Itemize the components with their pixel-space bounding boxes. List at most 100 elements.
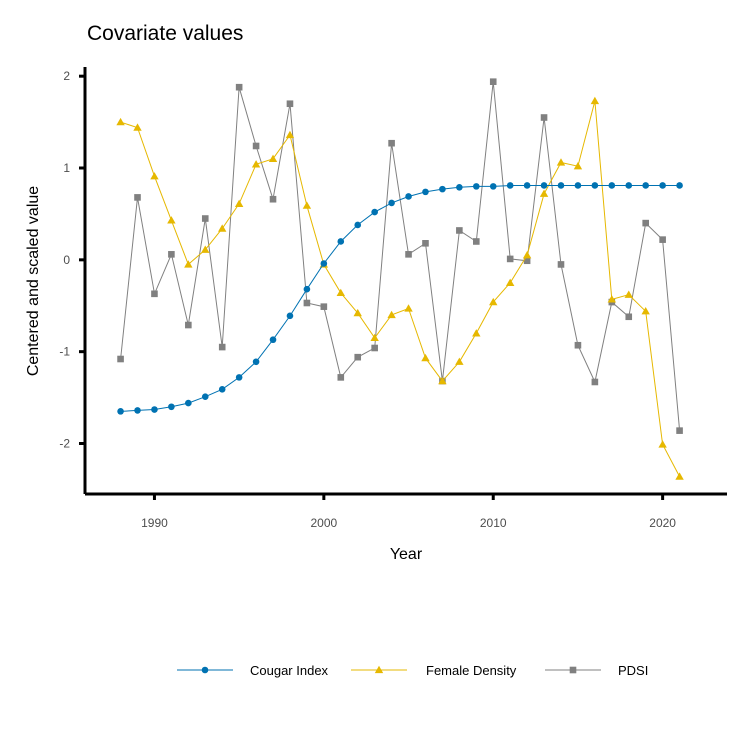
y-tick-label: 1 [63,161,70,175]
data-point-cougar-index [269,336,277,344]
data-point-female-density [336,288,345,297]
data-point-pdsi [117,355,124,363]
y-tick-label: -2 [59,436,70,450]
data-point-cougar-index [320,260,328,267]
legend: Cougar Index Female Density PDSI [177,663,648,678]
plot-area [116,78,684,480]
data-point-cougar-index [218,386,226,393]
data-point-pdsi [134,194,141,201]
series-line-pdsi [120,81,681,431]
data-point-pdsi [201,215,209,222]
data-point-female-density [167,216,176,224]
data-point-cougar-index [371,208,378,216]
data-point-cougar-index [591,182,599,189]
data-point-female-density [624,290,633,298]
data-point-pdsi [286,100,294,108]
data-point-female-density [556,158,566,166]
data-point-cougar-index [235,374,243,381]
legend-key-marker [374,665,384,674]
legend-label: PDSI [618,663,648,678]
legend-label: Female Density [426,663,517,678]
data-point-pdsi [388,139,395,147]
data-point-pdsi [659,236,666,243]
data-point-pdsi [185,321,192,329]
data-point-female-density [573,161,583,170]
x-tick-label: 2020 [649,516,676,530]
data-point-female-density [302,201,312,209]
y-tick-label: -1 [59,345,70,359]
legend-key-marker [201,666,209,674]
y-tick-label: 2 [63,69,70,83]
data-point-pdsi [591,378,599,386]
data-point-cougar-index [659,182,666,189]
data-point-cougar-index [201,393,209,400]
data-point-female-density [590,96,600,105]
legend-item-cougar-index: Cougar Index [177,663,329,678]
chart-title: Covariate values [87,22,243,45]
data-point-pdsi [472,238,480,245]
data-point-female-density [201,245,210,253]
data-point-pdsi [405,251,412,258]
data-point-pdsi [676,427,683,434]
x-axis-title: Year [390,546,423,563]
data-point-cougar-index [574,182,582,189]
data-point-cougar-index [676,182,683,189]
data-point-female-density [353,308,362,317]
data-point-cougar-index [354,221,362,229]
data-point-pdsi [337,374,345,381]
data-point-female-density [505,278,515,286]
series-cougar-index [117,182,683,415]
legend-key-marker [569,666,577,674]
data-point-pdsi [218,343,226,351]
data-point-female-density [607,295,617,303]
data-point-female-density [455,357,464,365]
data-point-pdsi [354,353,362,361]
x-tick-label: 1990 [141,516,168,530]
data-point-cougar-index [405,193,412,200]
data-point-cougar-index [134,407,141,414]
data-point-female-density [421,353,430,362]
data-point-pdsi [151,290,158,298]
data-point-cougar-index [168,403,175,411]
data-point-pdsi [625,313,633,321]
data-point-cougar-index [608,182,616,189]
data-point-pdsi [540,114,548,121]
data-point-cougar-index [472,183,480,190]
data-point-female-density [387,310,396,319]
legend-item-pdsi: PDSI [545,663,648,678]
data-point-pdsi [456,227,463,234]
data-point-female-density [539,189,549,197]
data-point-female-density [658,440,667,448]
series-female-density [116,96,684,480]
data-point-female-density [404,304,413,312]
data-point-female-density [150,172,159,180]
data-point-pdsi [506,255,514,263]
legend-item-female-density: Female Density [351,663,517,678]
data-point-female-density [641,307,650,315]
data-point-cougar-index [185,399,192,407]
data-point-pdsi [642,219,649,227]
series-line-cougar-index [120,185,680,412]
data-point-female-density [251,160,261,168]
series-pdsi [117,78,683,434]
data-point-pdsi [252,142,260,150]
data-point-female-density [133,123,142,131]
data-point-female-density [522,251,532,259]
x-tick-label: 2010 [480,516,507,530]
data-point-female-density [370,333,379,342]
data-point-pdsi [489,78,497,85]
data-point-cougar-index [303,285,311,293]
data-point-pdsi [371,344,378,352]
data-point-female-density [489,297,498,306]
data-point-female-density [268,154,278,162]
data-point-cougar-index [151,406,158,413]
data-point-pdsi [235,83,243,91]
data-point-female-density [184,260,193,268]
data-point-cougar-index [489,183,497,190]
y-axis-title: Centered and scaled value [25,186,42,376]
data-point-female-density [218,224,227,232]
data-point-cougar-index [337,238,345,245]
data-point-cougar-index [540,182,548,189]
data-point-cougar-index [117,408,124,415]
data-point-cougar-index [642,182,649,189]
